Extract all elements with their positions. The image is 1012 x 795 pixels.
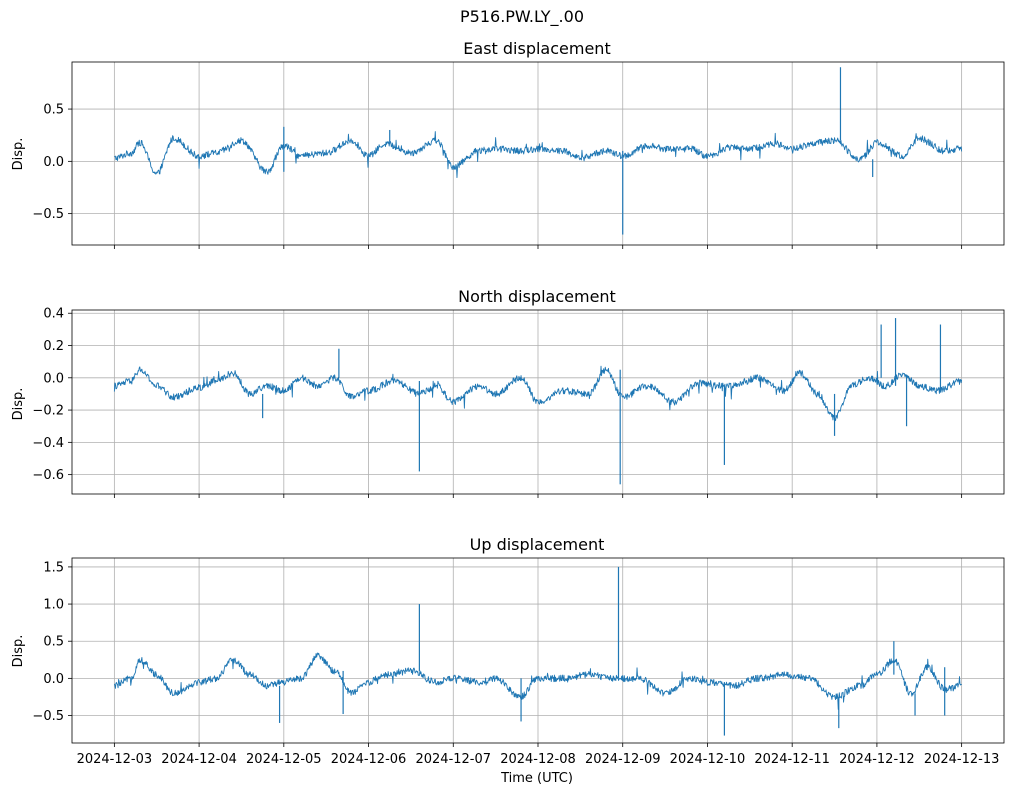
y-tick-label: −0.5 bbox=[32, 207, 64, 222]
panel-title-north: North displacement bbox=[458, 287, 616, 306]
x-tick-label: 2024-12-08 bbox=[500, 752, 576, 767]
panel-title-up: Up displacement bbox=[470, 535, 605, 554]
y-tick-label: −0.2 bbox=[32, 404, 64, 419]
east-displacement-panel: East displacement Disp. −0.5 0.0 0.5 bbox=[11, 39, 1005, 249]
x-tick-label: 2024-12-06 bbox=[331, 752, 407, 767]
axes-frame bbox=[71, 61, 1005, 246]
y-tick-label: 1.0 bbox=[43, 598, 64, 613]
y-tick-label: 0.5 bbox=[43, 635, 64, 650]
y-tick-label: −0.4 bbox=[32, 436, 64, 451]
y-axis-label-up: Disp. bbox=[11, 635, 26, 668]
x-tick-label: 2024-12-04 bbox=[161, 752, 237, 767]
x-tick-label: 2024-12-11 bbox=[754, 752, 830, 767]
x-tick-label: 2024-12-10 bbox=[670, 752, 746, 767]
x-axis-label: Time (UTC) bbox=[500, 771, 573, 786]
up-displacement-panel: Up displacement Disp. Time (UTC) −0.5 0.0… bbox=[11, 535, 1005, 786]
y-tick-label: 0.4 bbox=[43, 307, 64, 322]
y-axis-label-east: Disp. bbox=[11, 138, 26, 171]
panel-title-east: East displacement bbox=[463, 39, 610, 58]
y-tick-label: 0.5 bbox=[43, 103, 64, 118]
series-line bbox=[113, 652, 962, 710]
x-tick-label: 2024-12-13 bbox=[924, 752, 1000, 767]
x-tick-label: 2024-12-07 bbox=[415, 752, 491, 767]
y-tick-label: 1.5 bbox=[43, 560, 64, 575]
north-displacement-panel: North displacement Disp. −0.6 −0.4 −0.2 0.0… bbox=[11, 287, 1005, 498]
series-line bbox=[113, 365, 963, 422]
y-tick-label: 0.0 bbox=[43, 155, 64, 170]
y-tick-label: 0.2 bbox=[43, 339, 64, 354]
figure-title: P516.PW.LY_.00 bbox=[460, 7, 584, 27]
x-tick-label: 2024-12-12 bbox=[839, 752, 915, 767]
y-tick-label: −0.5 bbox=[32, 709, 64, 724]
x-tick-label: 2024-12-09 bbox=[585, 752, 661, 767]
y-tick-label: 0.0 bbox=[43, 672, 64, 687]
y-tick-label: −0.6 bbox=[32, 468, 64, 483]
axes-frame bbox=[71, 309, 1005, 495]
series-line bbox=[114, 131, 963, 179]
x-tick-label: 2024-12-03 bbox=[77, 752, 153, 767]
y-tick-label: 0.0 bbox=[43, 371, 64, 386]
axes-frame bbox=[71, 557, 1005, 744]
y-axis-label-north: Disp. bbox=[11, 388, 26, 421]
x-tick-label: 2024-12-05 bbox=[246, 752, 322, 767]
